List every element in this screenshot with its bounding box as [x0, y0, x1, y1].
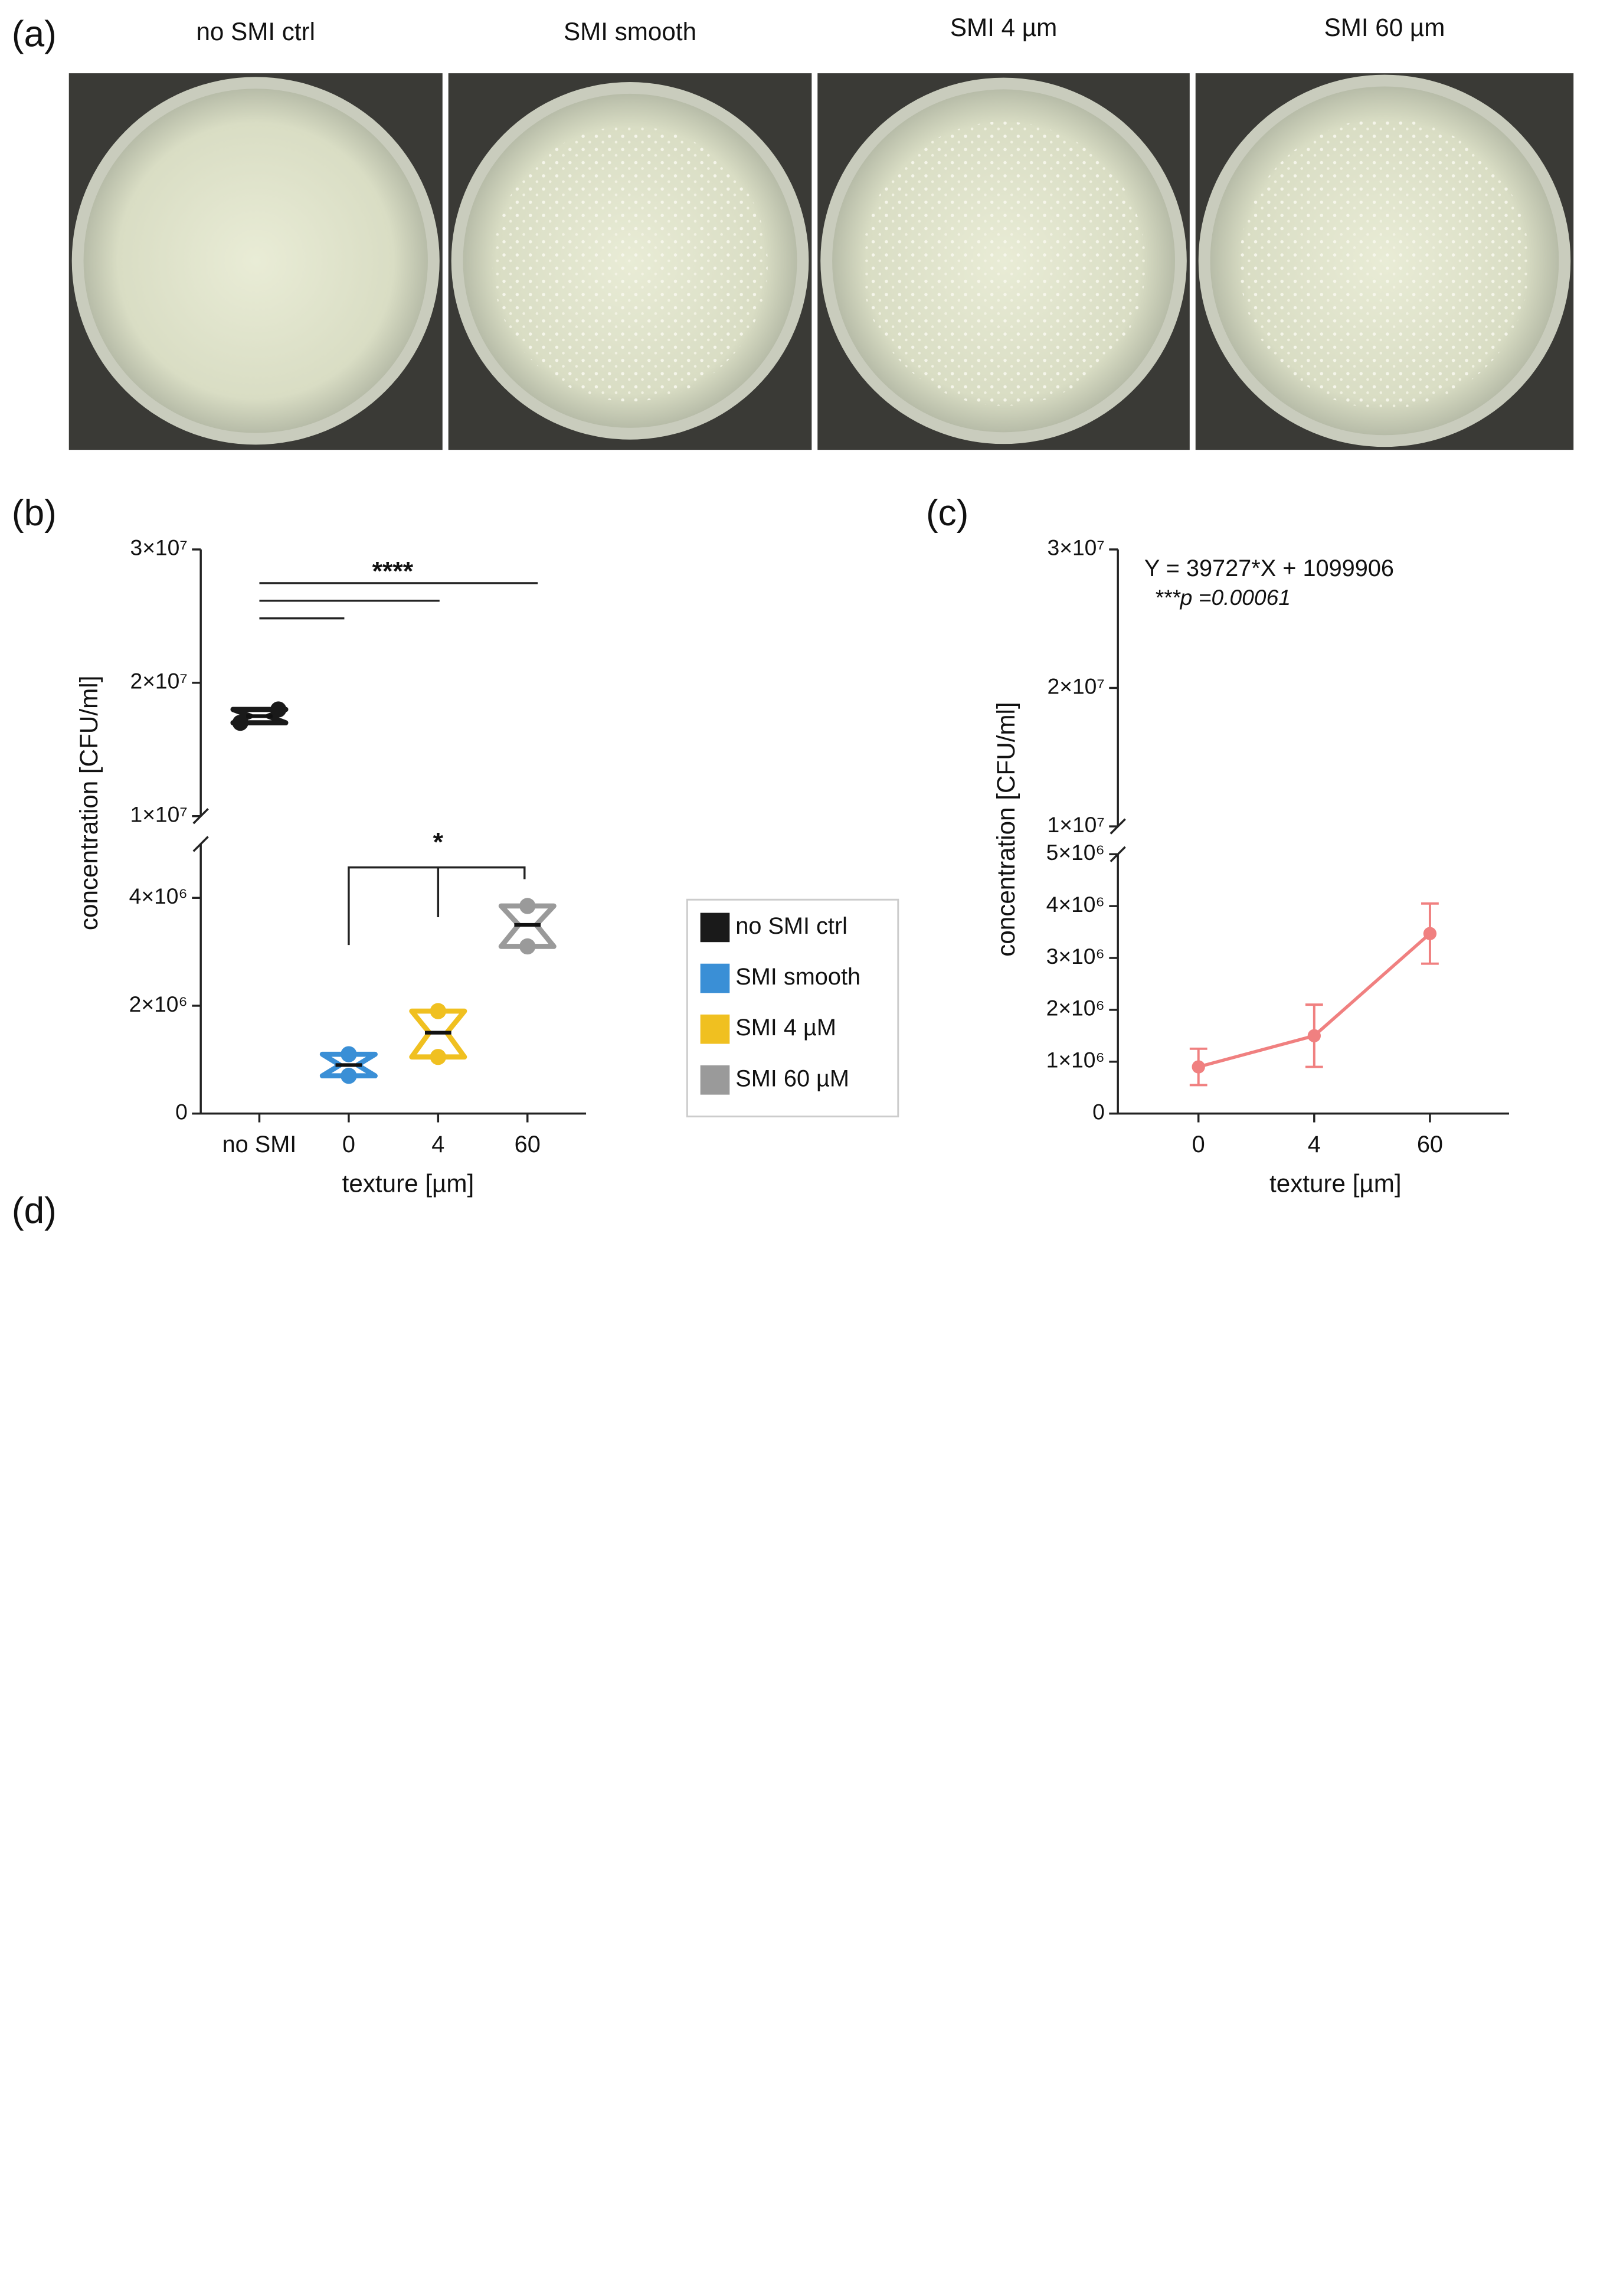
y-tick-label: 0	[1092, 1099, 1105, 1124]
y-tick-label: 2×10⁶	[129, 992, 188, 1016]
data-point	[1423, 927, 1437, 940]
legend-swatch	[700, 1065, 730, 1095]
y-tick-label: 1×10⁷	[1048, 812, 1105, 837]
legend-swatch	[700, 963, 730, 993]
panel-label: (b)	[12, 493, 57, 534]
data-point	[519, 938, 536, 955]
x-tick-label: 0	[1192, 1131, 1205, 1157]
equation: Y = 39727*X + 1099906	[1144, 555, 1394, 581]
legend-label: SMI smooth	[735, 964, 860, 990]
y-tick-label: 4×10⁶	[129, 884, 188, 908]
y-axis-title: concentration [CFU/ml]	[992, 702, 1020, 956]
data-point	[430, 1049, 446, 1065]
data-point	[1192, 1060, 1205, 1074]
significance-label: ****	[372, 557, 414, 586]
significance-label: *	[433, 828, 444, 857]
legend-frame	[686, 898, 899, 1118]
data-point	[232, 714, 248, 731]
x-tick-label: 4	[1308, 1131, 1321, 1157]
legend-label: SMI 60 µM	[735, 1065, 849, 1091]
data-point	[1307, 1029, 1321, 1043]
plate-title: SMI smooth	[564, 18, 696, 45]
x-tick-label: 60	[1417, 1131, 1443, 1157]
data-point	[341, 1068, 357, 1084]
x-tick-label: no SMI	[222, 1131, 297, 1157]
x-axis-title: texture [µm]	[342, 1169, 474, 1197]
significance-bracket	[348, 866, 526, 946]
legend-swatch	[700, 1014, 730, 1044]
panel-label: (d)	[12, 1190, 57, 1231]
panel-label: (c)	[926, 493, 968, 534]
axis-break	[192, 836, 209, 852]
data-point	[341, 1046, 357, 1062]
plate-agar	[83, 89, 428, 433]
y-tick-label: 2×10⁷	[130, 669, 188, 694]
data-point	[519, 898, 536, 914]
x-tick-label: 60	[515, 1131, 541, 1157]
legend-label: SMI 4 µM	[735, 1015, 836, 1041]
y-tick-label: 1×10⁷	[130, 802, 188, 827]
plate-title: SMI 60 µm	[1324, 14, 1445, 41]
y-tick-label: 5×10⁶	[1046, 840, 1105, 865]
y-tick-label: 2×10⁷	[1048, 673, 1105, 698]
plate-colonies	[861, 122, 1146, 406]
data-point	[270, 701, 287, 718]
plate-title: no SMI ctrl	[196, 18, 315, 45]
y-axis-title: concentration [CFU/ml]	[75, 676, 103, 930]
plate-colonies	[492, 126, 768, 402]
plate-colonies	[1239, 119, 1530, 409]
y-tick-label: 3×10⁶	[1046, 944, 1105, 969]
y-tick-label: 3×10⁷	[130, 535, 188, 560]
y-tick-label: 4×10⁶	[1046, 892, 1105, 917]
data-point	[430, 1003, 446, 1019]
plate-title: SMI 4 µm	[950, 14, 1057, 41]
x-tick-label: 0	[342, 1131, 355, 1157]
y-tick-label: 0	[175, 1099, 188, 1124]
y-tick-label: 1×10⁶	[1046, 1048, 1105, 1072]
y-tick-label: 3×10⁷	[1048, 535, 1105, 560]
p-value: ***p =0.00061	[1154, 585, 1291, 610]
y-tick-label: 2×10⁶	[1046, 996, 1105, 1021]
x-axis-title: texture [µm]	[1269, 1169, 1402, 1197]
legend-label: no SMI ctrl	[735, 913, 847, 939]
panel-label: (a)	[12, 14, 57, 54]
x-tick-label: 4	[431, 1131, 444, 1157]
legend-swatch	[700, 912, 730, 943]
